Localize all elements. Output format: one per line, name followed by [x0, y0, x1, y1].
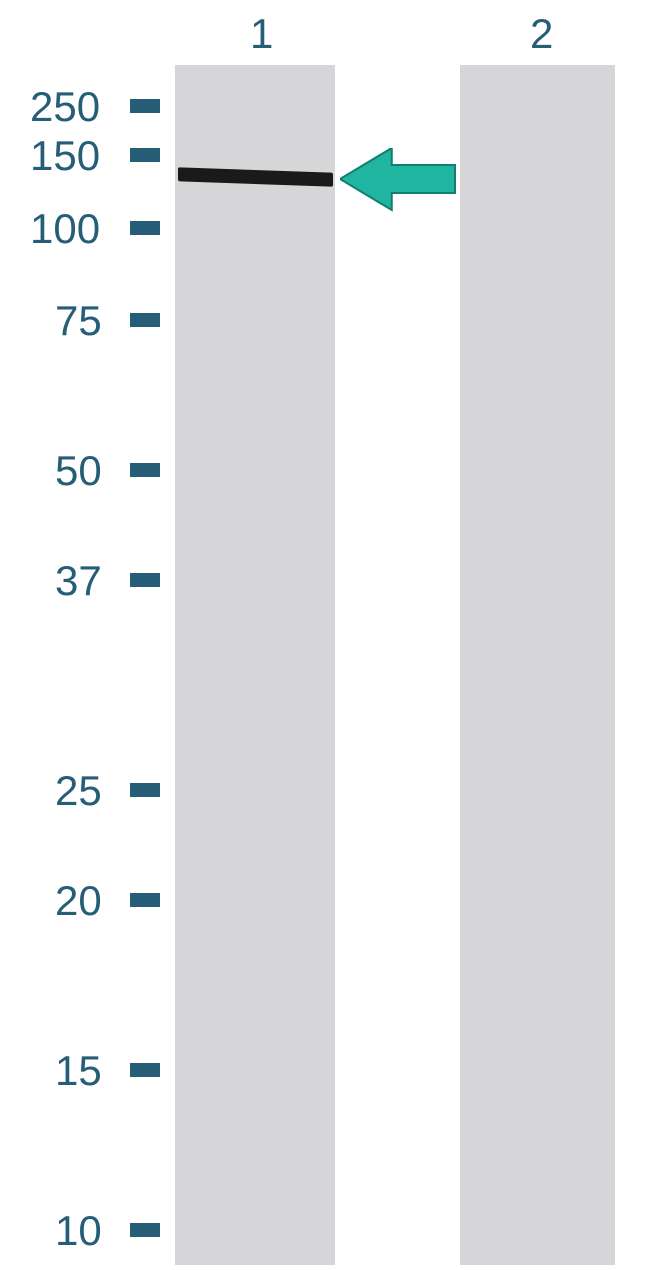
lane-label-1: 1 — [250, 10, 273, 58]
marker-tick-75 — [130, 313, 160, 327]
marker-label-25: 25 — [55, 767, 102, 815]
marker-label-75: 75 — [55, 297, 102, 345]
marker-tick-100 — [130, 221, 160, 235]
marker-tick-10 — [130, 1223, 160, 1237]
marker-tick-50 — [130, 463, 160, 477]
marker-label-15: 15 — [55, 1047, 102, 1095]
lane-2 — [460, 65, 615, 1265]
marker-label-250: 250 — [30, 83, 100, 131]
marker-tick-150 — [130, 148, 160, 162]
lane-label-2: 2 — [530, 10, 553, 58]
marker-label-37: 37 — [55, 557, 102, 605]
lane-1 — [175, 65, 335, 1265]
marker-tick-20 — [130, 893, 160, 907]
marker-tick-250 — [130, 99, 160, 113]
marker-label-50: 50 — [55, 447, 102, 495]
blot-container: 1 2 250150 100 75 50 37 25 20 15 10 — [0, 0, 650, 1270]
marker-tick-37 — [130, 573, 160, 587]
marker-tick-15 — [130, 1063, 160, 1077]
arrow-indicator — [340, 148, 460, 223]
marker-tick-25 — [130, 783, 160, 797]
arrow-icon — [340, 148, 460, 218]
marker-label-150: 150 — [30, 132, 100, 180]
marker-label-10: 10 — [55, 1207, 102, 1255]
marker-label-20: 20 — [55, 877, 102, 925]
marker-label-100: 100 — [30, 205, 100, 253]
